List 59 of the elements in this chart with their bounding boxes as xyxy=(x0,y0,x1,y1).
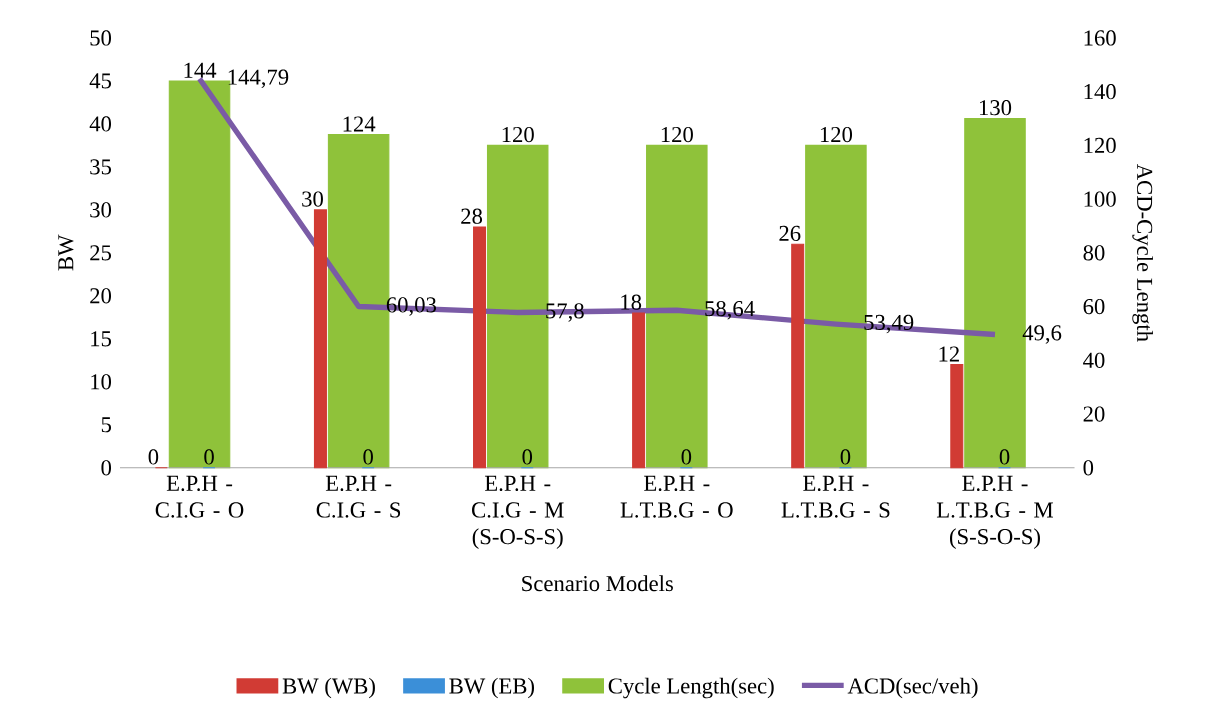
y-tick-label: 30 xyxy=(90,202,112,218)
y-tick-label: 10 xyxy=(91,374,112,390)
data-label: 0 xyxy=(840,449,851,465)
y-axis-title: BW xyxy=(58,234,74,271)
y2-axis-title: ACD-Cycle Length xyxy=(1132,163,1153,342)
y2-tick-label: 60 xyxy=(1083,299,1105,315)
legend-label: BW (WB) xyxy=(282,677,375,699)
x-tick-label: E.P.H - L.T.B.G - S xyxy=(781,475,890,518)
bar xyxy=(313,209,327,469)
data-label: 0 xyxy=(148,449,159,465)
y2-tick-label: 20 xyxy=(1083,406,1105,422)
data-label: 26 xyxy=(779,225,801,242)
y-tick-label: 45 xyxy=(89,73,112,89)
y2-tick-label: 140 xyxy=(1084,84,1116,100)
data-label: 130 xyxy=(979,100,1012,116)
data-label: 124 xyxy=(343,116,376,132)
bar xyxy=(632,312,646,469)
y2-tick-label: 80 xyxy=(1083,245,1105,261)
data-label: 120 xyxy=(661,126,693,143)
x-tick-label: E.P.H - C.I.G - M (S-O-S-S) xyxy=(472,475,564,549)
x-tick-label: E.P.H - L.T.B.G - O xyxy=(620,475,733,518)
x-tick-label: E.P.H - C.I.G - O xyxy=(155,475,244,518)
y2-tick-label: 0 xyxy=(1083,460,1094,476)
y-tick-label: 35 xyxy=(90,159,112,175)
data-label: 120 xyxy=(820,126,853,143)
y2-tick-label: 120 xyxy=(1084,137,1116,154)
data-label: 0 xyxy=(681,449,692,465)
y-tick-label: 25 xyxy=(90,245,112,261)
data-label: 30 xyxy=(302,191,323,207)
x-tick-label: E.P.H - C.I.G - S xyxy=(316,475,401,518)
y-tick-label: 40 xyxy=(89,116,112,132)
y-tick-label: 15 xyxy=(91,331,112,347)
data-label: 144 xyxy=(184,62,217,78)
data-label: 120 xyxy=(502,126,534,143)
legend-label: BW (EB) xyxy=(449,677,535,699)
bar xyxy=(473,226,487,469)
data-label: 53,49 xyxy=(864,314,914,334)
y2-tick-label: 100 xyxy=(1084,191,1116,207)
legend-label: ACD(sec/veh) xyxy=(847,677,978,699)
data-label: 12 xyxy=(939,346,959,362)
bar xyxy=(950,364,964,469)
y-tick-label: 50 xyxy=(90,30,112,46)
x-tick-label: E.P.H - L.T.B.G - M (S-S-O-S) xyxy=(936,475,1054,549)
y2-tick-label: 160 xyxy=(1084,30,1116,46)
data-label: 0 xyxy=(999,449,1010,465)
y-tick-label: 0 xyxy=(101,460,112,476)
data-label: 0 xyxy=(204,449,214,465)
y2-tick-label: 40 xyxy=(1083,352,1105,369)
legend-label: Cycle Length(sec) xyxy=(608,677,774,699)
data-label: 144,79 xyxy=(228,69,289,89)
data-label: 18 xyxy=(621,294,642,310)
x-axis-title: Scenario Models xyxy=(522,575,673,592)
bar xyxy=(791,243,805,469)
data-label: 0 xyxy=(363,449,373,465)
y-tick-label: 20 xyxy=(90,288,112,304)
data-label: 28 xyxy=(461,208,483,224)
y-tick-label: 5 xyxy=(101,417,112,433)
data-label: 0 xyxy=(522,449,533,465)
bar xyxy=(168,80,231,469)
